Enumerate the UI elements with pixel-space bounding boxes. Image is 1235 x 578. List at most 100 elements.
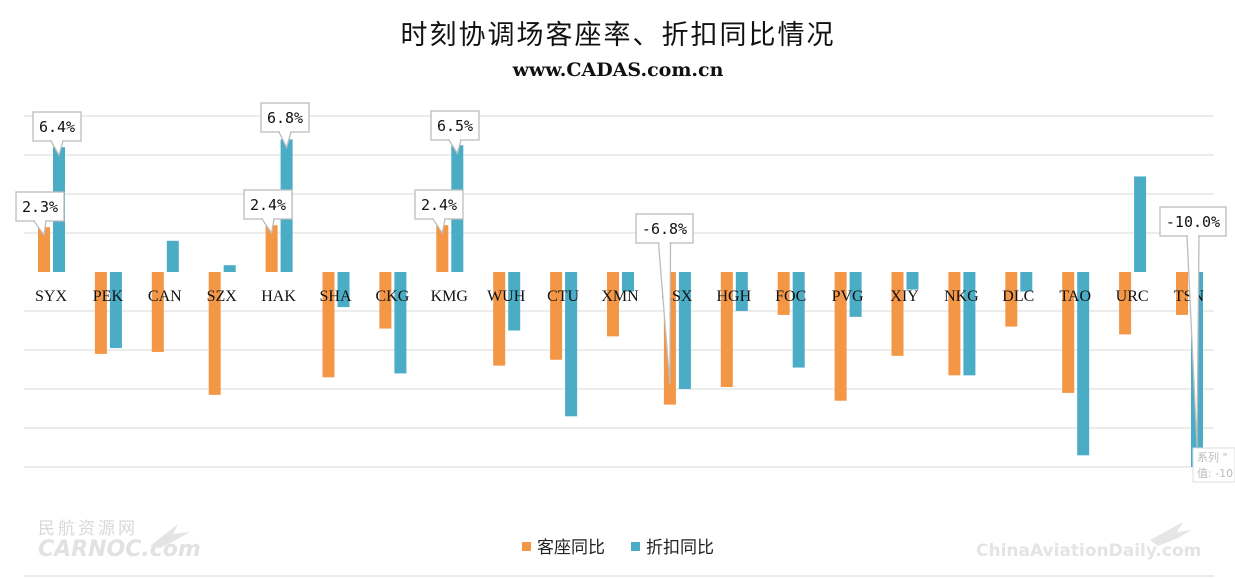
- bar-load-factor-xmn: [607, 272, 619, 337]
- category-label-ckg: CKG: [376, 288, 410, 305]
- watermark-right: ChinaAviationDaily.com: [976, 522, 1201, 561]
- callout-box: [243, 189, 293, 220]
- bar-discount-pvg: [849, 272, 862, 317]
- callout-box: [15, 191, 65, 222]
- bar-load-factor-sha: [322, 272, 335, 378]
- tooltip: 系列 " 值: -10: [1192, 447, 1235, 483]
- watermark-left: 民航资源网 CARNOC.com: [38, 519, 201, 562]
- bar-discount-wuh: [508, 272, 521, 331]
- category-label-foc: FOC: [775, 288, 806, 305]
- bar-load-factor-xiy: [891, 272, 904, 356]
- chart-subtitle: www.CADAS.com.cn: [512, 59, 724, 81]
- category-label-hgh: HGH: [716, 288, 751, 305]
- watermark-left-line1: 民航资源网: [38, 519, 138, 539]
- callout-text: 2.3%: [22, 198, 58, 216]
- category-label-can: CAN: [148, 288, 182, 305]
- data-label-kmg-discount: 6.5%: [430, 110, 480, 155]
- bar-load-factor-pvg: [834, 272, 847, 401]
- data-label-syx-load-factor: 2.3%: [15, 191, 65, 237]
- bar-load-factor-szx: [208, 272, 221, 395]
- plane-icon: [1150, 522, 1192, 546]
- data-label-kmg-load-factor: 2.4%: [414, 189, 464, 235]
- tooltip-line2: 值: -10: [1197, 467, 1233, 480]
- bar-discount-tao: [1077, 272, 1090, 456]
- bar-load-factor-hgh: [720, 272, 733, 388]
- bar-discount-foc: [792, 272, 805, 368]
- bar-discount-csx: [678, 272, 691, 389]
- callout-text: 2.4%: [250, 196, 286, 214]
- bar-discount-szx: [223, 265, 236, 272]
- category-label-syx: SYX: [35, 288, 67, 305]
- chart-title: 时刻协调场客座率、折扣同比情况: [401, 20, 836, 51]
- bar-discount-hgh: [735, 272, 748, 311]
- data-label-hak-load-factor: 2.4%: [243, 189, 293, 235]
- bar-load-factor-ctu: [550, 272, 563, 360]
- legend-label-discount: 折扣同比: [646, 538, 714, 558]
- category-label-wuh: WUH: [487, 288, 526, 305]
- category-label-kmg: KMG: [431, 288, 469, 305]
- bar-discount-dlc: [1020, 272, 1033, 292]
- callout-text: 6.4%: [39, 118, 75, 136]
- callout-join: [263, 217, 273, 220]
- bar-load-factor-pek: [94, 272, 107, 354]
- callout-text: 6.5%: [437, 117, 473, 135]
- bar-load-factor-kmg: [436, 225, 449, 272]
- callout-box: [260, 102, 310, 133]
- watermark-right-text: ChinaAviationDaily.com: [976, 541, 1201, 561]
- callout-text: -6.8%: [642, 220, 687, 238]
- category-label-dlc: DLC: [1002, 288, 1034, 305]
- bar-discount-can: [166, 240, 179, 272]
- category-label-urc: URC: [1116, 288, 1149, 305]
- callout-join: [52, 139, 62, 142]
- callout-join: [434, 217, 444, 220]
- data-label-hak-discount: 6.8%: [260, 102, 310, 150]
- callout-box: [1159, 206, 1227, 237]
- bar-discount-ckg: [394, 272, 407, 374]
- category-label-pvg: PVG: [832, 288, 864, 305]
- callout-join: [35, 219, 45, 222]
- data-label-syx-discount: 6.4%: [32, 111, 82, 157]
- callout-box: [635, 213, 694, 244]
- bar-load-factor-tao: [1062, 272, 1075, 393]
- bar-discount-sha: [337, 272, 350, 308]
- category-label-ctu: CTU: [547, 288, 579, 305]
- bar-load-factor-hak: [265, 225, 278, 272]
- callout-text: 6.8%: [267, 109, 303, 127]
- category-label-szx: SZX: [207, 288, 238, 305]
- bar-load-factor-nkg: [948, 272, 961, 376]
- bar-discount-xmn: [622, 272, 634, 292]
- bar-discount-urc: [1134, 176, 1147, 272]
- data-label-tsn-discount: -10.0%: [1159, 206, 1227, 448]
- callout-box: [414, 189, 464, 220]
- data-label-csx-load-factor: -6.8%: [635, 213, 694, 385]
- legend-swatch-discount: [631, 542, 640, 551]
- callout-join: [280, 130, 290, 133]
- bar-load-factor-urc: [1119, 272, 1132, 335]
- watermark-left-line2: CARNOC.com: [38, 537, 201, 562]
- bar-load-factor-wuh: [493, 272, 506, 366]
- bar-discount-ctu: [565, 272, 578, 417]
- callout-join: [1188, 234, 1198, 237]
- bar-discount-pek: [109, 272, 122, 349]
- category-label-xiy: XIY: [890, 288, 919, 305]
- data-labels: 2.3% 6.4% 2.4% 6.8% 2.4% 6.5% -6.8% -10.0%: [15, 102, 1227, 448]
- tooltip-line1: 系列 ": [1197, 450, 1228, 464]
- bar-discount-nkg: [963, 272, 976, 376]
- gridlines: [24, 115, 1214, 577]
- bar-discount-xiy: [906, 272, 919, 290]
- bar-load-factor-syx: [38, 227, 50, 272]
- legend-label-load-factor: 客座同比: [537, 538, 605, 558]
- category-label-pek: PEK: [93, 288, 124, 305]
- callout-text: -10.0%: [1166, 213, 1220, 231]
- callout-text: 2.4%: [421, 196, 457, 214]
- bar-load-factor-can: [151, 272, 164, 352]
- legend: 客座同比 折扣同比: [522, 538, 714, 558]
- category-label-hak: HAK: [261, 288, 296, 305]
- plane-icon: [150, 524, 190, 548]
- bar-load-factor-dlc: [1005, 272, 1018, 327]
- bar-load-factor-ckg: [379, 272, 392, 329]
- callout-box: [32, 111, 82, 142]
- bar-load-factor-foc: [777, 272, 790, 315]
- category-label-sha: SHA: [319, 288, 351, 305]
